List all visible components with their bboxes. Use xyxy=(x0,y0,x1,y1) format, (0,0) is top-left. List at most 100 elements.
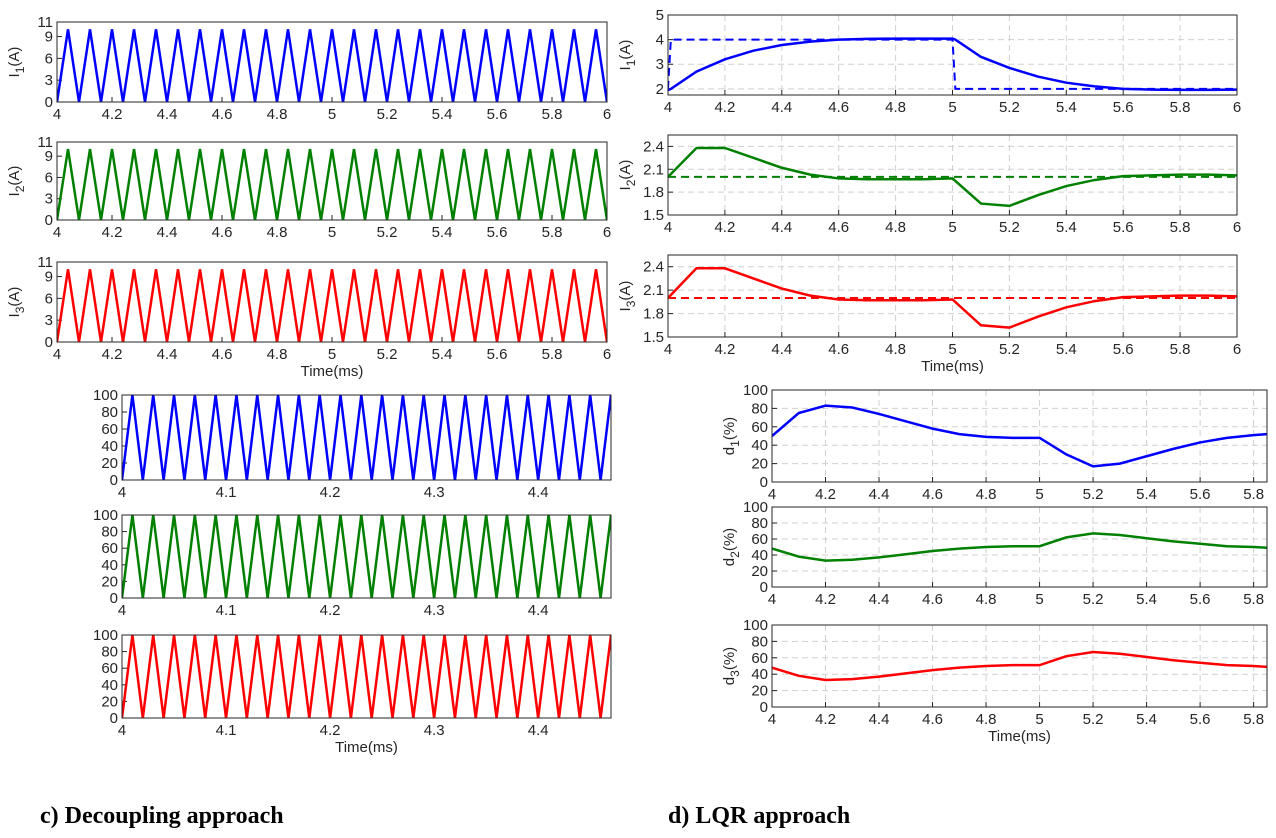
x-tick-label: 4.2 xyxy=(102,224,123,241)
y-tick-label: 40 xyxy=(751,547,768,564)
x-tick-label: 5.8 xyxy=(1243,486,1264,503)
plot-frame xyxy=(771,389,1268,483)
x-tick-label: 4.2 xyxy=(815,711,836,728)
x-tick-label: 4.6 xyxy=(212,224,233,241)
x-tick-label: 5.4 xyxy=(1136,711,1157,728)
y-axis-label: I3(A) xyxy=(617,281,638,312)
series-line xyxy=(122,635,611,718)
x-tick-label: 4.8 xyxy=(976,486,997,503)
x-tick-label: 5.2 xyxy=(377,224,398,241)
y-tick-label: 100 xyxy=(743,499,768,516)
y-label-base: I xyxy=(617,307,634,311)
caption: d) LQR approach xyxy=(668,803,850,829)
y-tick-label: 0 xyxy=(760,579,768,596)
y-tick-label: 100 xyxy=(93,387,118,404)
plot-frame xyxy=(667,134,1238,216)
subplot: 4 4.2 4.4 4.6 4.8 5 5.2 5.4 5.6 5.8 6 0 3 6 911 I2(A) xyxy=(6,134,611,241)
y-tick-label: 0 xyxy=(760,474,768,491)
x-tick-label: 5.8 xyxy=(1243,711,1264,728)
y-label-unit: (%) xyxy=(721,528,738,551)
subplot: 4 4.2 4.4 4.6 4.8 5 5.2 5.4 5.6 5.8020406080100d2… xyxy=(721,499,1268,608)
y-tick-label: 0 xyxy=(760,699,768,716)
x-tick-label: 4.2 xyxy=(714,219,735,236)
x-tick-label: 4.4 xyxy=(869,711,890,728)
plot-frame xyxy=(771,624,1268,708)
x-tick-label: 5 xyxy=(948,219,956,236)
y-tick-label: 1.5 xyxy=(643,329,664,346)
y-label-sub: 2 xyxy=(13,185,27,192)
subplot: 4 4.2 4.4 4.6 4.8 5 5.2 5.4 5.6 5.8 6036911I3(A)Ti… xyxy=(6,254,611,380)
x-tick-label: 5.2 xyxy=(1083,711,1104,728)
x-tick-label: 4.2 xyxy=(714,341,735,358)
y-tick-label: 1.5 xyxy=(643,207,664,224)
x-tick-label: 5.8 xyxy=(542,346,563,363)
y-tick-label: 60 xyxy=(101,421,118,438)
subplot: 4 4.2 4.4 4.6 4.8 5 5.2 5.4 5.6 5.8 6 1.5 1.8 2.1 2.4 I… xyxy=(617,134,1241,236)
y-axis-label: I2(A) xyxy=(617,160,638,191)
y-tick-label: 20 xyxy=(101,455,118,472)
subplot: 4 4.2 4.4 4.6 4.8 5 5.2 5.4 5.6 5.8 6 2 3 4 5 I1(A) xyxy=(617,7,1241,116)
y-tick-label: 0 xyxy=(45,94,53,111)
y-label-sub: 2 xyxy=(728,551,742,558)
x-tick-label: 4.2 xyxy=(714,99,735,116)
x-tick-label: 4 xyxy=(664,341,672,358)
x-tick-label: 5.6 xyxy=(1113,219,1134,236)
y-tick-label: 11 xyxy=(37,134,53,151)
x-tick-label: 5.2 xyxy=(377,346,398,363)
x-tick-label: 5 xyxy=(948,341,956,358)
series-line xyxy=(57,148,607,220)
y-tick-label: 20 xyxy=(101,573,118,590)
x-tick-label: 5 xyxy=(328,346,336,363)
x-tick-label: 4.2 xyxy=(102,106,123,123)
series-line xyxy=(122,395,611,480)
x-tick-label: 6 xyxy=(1233,99,1241,116)
x-tick-label: 5.4 xyxy=(432,106,453,123)
x-tick-label: 5.6 xyxy=(487,224,508,241)
y-tick-label: 60 xyxy=(101,660,118,677)
x-tick-label: 5.6 xyxy=(1113,341,1134,358)
y-tick-label: 9 xyxy=(45,269,53,286)
x-tick-label: 4.8 xyxy=(267,224,288,241)
y-tick-label: 40 xyxy=(101,438,118,455)
y-tick-label: 1.8 xyxy=(643,306,664,323)
plot-frame xyxy=(121,634,612,719)
x-tick-label: 5 xyxy=(1035,711,1043,728)
y-tick-label: 100 xyxy=(743,382,768,399)
y-tick-label: 9 xyxy=(45,29,53,46)
plot-frame xyxy=(56,21,608,103)
x-tick-label: 4.6 xyxy=(212,106,233,123)
x-tick-label: 4 xyxy=(53,224,61,241)
series-line xyxy=(668,37,1237,92)
x-tick-label: 4.1 xyxy=(216,602,237,619)
y-label-unit: (A) xyxy=(6,166,23,186)
series-line xyxy=(122,515,611,598)
x-tick-label: 5.2 xyxy=(999,99,1020,116)
y-tick-label: 0 xyxy=(45,334,53,351)
y-label-unit: (A) xyxy=(6,47,23,67)
y-label-unit: (A) xyxy=(617,40,634,60)
x-tick-label: 4.8 xyxy=(976,711,997,728)
x-tick-label: 4.8 xyxy=(267,346,288,363)
x-tick-label: 4.4 xyxy=(869,591,890,608)
y-tick-label: 6 xyxy=(45,50,53,67)
x-tick-label: 5.6 xyxy=(1190,486,1211,503)
y-tick-label: 80 xyxy=(101,404,118,421)
caption: c) Decoupling approach xyxy=(40,803,284,829)
x-tick-label: 6 xyxy=(603,346,611,363)
x-tick-label: 4.2 xyxy=(102,346,123,363)
y-tick-label: 3 xyxy=(45,72,53,89)
y-tick-label: 60 xyxy=(751,650,768,667)
x-tick-label: 4.4 xyxy=(528,722,549,739)
x-tick-label: 4 xyxy=(768,711,776,728)
y-label-unit: (%) xyxy=(721,417,738,440)
x-tick-label: 5.6 xyxy=(1113,99,1134,116)
x-tick-label: 5.6 xyxy=(487,106,508,123)
x-tick-label: 5.8 xyxy=(1243,591,1264,608)
x-tick-label: 4.4 xyxy=(157,106,178,123)
x-tick-label: 4.6 xyxy=(828,219,849,236)
y-axis-label: I1(A) xyxy=(617,40,638,71)
x-tick-label: 5 xyxy=(328,106,336,123)
x-tick-label: 5 xyxy=(948,99,956,116)
y-tick-label: 9 xyxy=(45,148,53,165)
